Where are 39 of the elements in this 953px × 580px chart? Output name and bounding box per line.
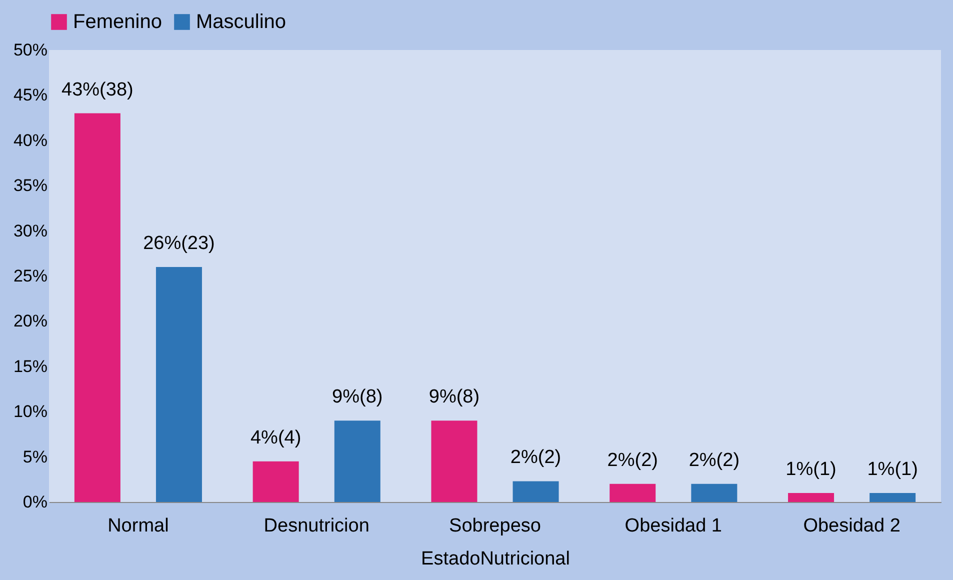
bar [691,484,738,502]
y-tick-label: 30% [13,221,48,240]
y-tick-label: 5% [22,447,48,466]
data-label: 9%(8) [428,386,480,408]
data-label: 2%(2) [688,450,740,471]
data-label: 9%(8) [332,386,383,408]
bar [74,113,120,502]
x-axis-title: EstadoNutricional [421,548,570,570]
y-tick-label: 40% [13,130,48,150]
x-tick-label: Obesidad 1 [624,516,722,536]
y-tick-label: 15% [13,356,48,376]
legend-label: Masculino [196,11,286,33]
bar [870,492,916,502]
bar [512,481,559,502]
bar [156,266,202,502]
data-label: 26%(23) [143,232,215,254]
bar [788,492,834,502]
data-label: 43%(38) [62,79,134,100]
y-tick-label: 45% [13,86,48,105]
y-tick-label: 25% [13,266,48,286]
y-tick-label: 50% [13,40,48,60]
data-label: 1%(1) [867,458,918,480]
data-label: 1%(1) [786,458,836,480]
y-tick-label: 10% [13,402,48,422]
y-tick-label: 35% [13,176,48,196]
legend-label: Femenino [73,11,162,33]
data-label: 2%(2) [607,450,658,471]
x-tick-label: Normal [108,516,169,536]
bar [431,420,478,502]
x-tick-label: Obesidad 2 [803,516,900,536]
y-tick-label: 20% [13,312,48,331]
data-label: 4%(4) [250,427,302,448]
x-tick-label: Sobrepeso [449,516,541,536]
data-label: 2%(2) [510,447,562,468]
bar [252,461,299,502]
bar [334,420,380,502]
bar [610,484,656,502]
x-tick-label: Desnutricion [264,516,370,536]
y-tick-label: 0% [22,492,48,512]
